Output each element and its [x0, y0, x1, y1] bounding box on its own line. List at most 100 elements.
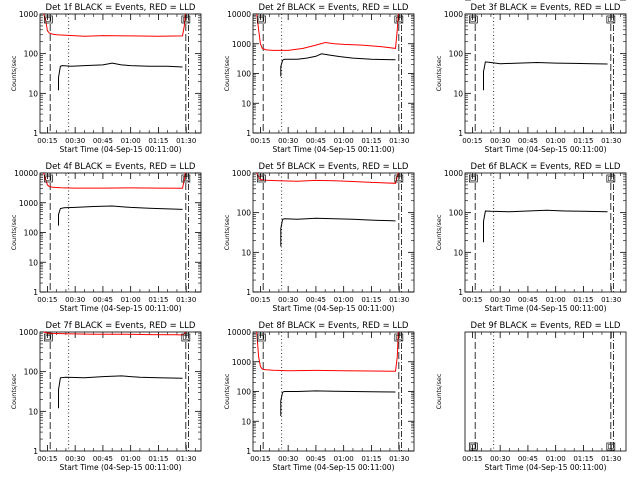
- event-marker-start: [45, 176, 52, 181]
- series-lld-line: [43, 172, 186, 189]
- event-marker-end: [183, 335, 189, 340]
- y-tick-label: 100: [449, 50, 464, 59]
- plot-frame: [464, 331, 627, 452]
- x-tick-label: 00:30: [490, 137, 510, 145]
- x-tick-label: 00:45: [518, 137, 538, 145]
- x-tick-label: 01:00: [334, 137, 354, 145]
- series-lld-line: [256, 13, 399, 51]
- x-tick-label: 01:00: [546, 296, 566, 304]
- plot-frame: [464, 172, 627, 293]
- x-tick-label: 00:15: [250, 455, 270, 463]
- x-tick-label: 01:00: [334, 455, 354, 463]
- x-axis-label: Start Time (04-Sep-15 00:11:00): [60, 463, 182, 472]
- plot-frame: [39, 331, 202, 452]
- x-tick-label: 01:00: [334, 296, 354, 304]
- y-tick-label: 10: [28, 89, 38, 98]
- y-tick-label: 1000: [19, 199, 38, 208]
- y-tick-label: 10: [453, 248, 463, 257]
- panel-title: Det 6f BLACK = Events, RED = LLD: [471, 162, 621, 172]
- chart-panel-9: Det 9f BLACK = Events, RED = LLD10000:15…: [435, 0, 627, 472]
- event-marker-start: [468, 15, 478, 24]
- panel-title: Det 2f BLACK = Events, RED = LLD: [259, 3, 409, 13]
- series-lld-line: [256, 331, 399, 372]
- event-marker-end: [181, 174, 191, 183]
- x-tick-label: 00:45: [518, 296, 538, 304]
- plot-frame: [39, 172, 202, 293]
- y-axis-label: Counts/sec: [10, 214, 18, 250]
- event-marker-end: [606, 174, 616, 183]
- chart-panel-1: Det 1f BLACK = Events, RED = LLD 1 10 100 10…: [10, 3, 202, 154]
- x-tick-label: 00:30: [490, 296, 510, 304]
- chart-panel-3: Det 3f BLACK = Events, RED = LLD11010010…: [435, 3, 627, 154]
- event-marker-start: [45, 17, 52, 22]
- x-axis-label: Start Time (04-Sep-15 00:11:00): [273, 463, 395, 472]
- y-tick-label: 10: [450, 0, 459, 2]
- chart-panel-6: Det 6f BLACK = Events, RED = LLD 1 10 100 10…: [435, 162, 627, 313]
- event-marker-start: [43, 333, 53, 342]
- y-tick-label: 1: [246, 447, 251, 456]
- event-marker-start: [258, 17, 265, 22]
- event-marker-start: [468, 174, 478, 183]
- x-tick-label: 01:30: [389, 296, 409, 304]
- y-tick-label: 1000: [444, 10, 463, 19]
- x-tick-label: 00:15: [462, 455, 482, 463]
- y-tick-label: 1000: [232, 358, 251, 367]
- x-tick-label: 01:30: [601, 296, 621, 304]
- x-tick-label: 00:15: [462, 137, 482, 145]
- x-tick-label: 01:15: [361, 455, 381, 463]
- chart-panel-7: Det 7f BLACK = Events, RED = LLD 1 10 100 10…: [10, 321, 202, 472]
- x-tick-label: 00:45: [93, 137, 113, 145]
- x-tick-label: 01:00: [546, 137, 566, 145]
- plot-frame: [252, 13, 415, 134]
- y-tick-label: 100: [24, 229, 39, 238]
- x-tick-label: 00:15: [462, 296, 482, 304]
- x-tick-label: 01:15: [148, 137, 168, 145]
- panel-title: Det 9f BLACK = Events, RED = LLD: [471, 321, 621, 331]
- panel-title: Det 3f BLACK = Events, RED = LLD: [471, 3, 621, 13]
- chart-panel-5: Det 5f BLACK = Events, RED = LLD 1 10 100 10…: [223, 162, 415, 313]
- y-tick-label: 1: [33, 447, 38, 456]
- panel-title: Det 4f BLACK = Events, RED = LLD: [46, 162, 196, 172]
- plot-frame: [39, 13, 202, 134]
- event-marker-start: [43, 174, 53, 183]
- series-events-line: [483, 209, 608, 243]
- event-marker-end: [606, 15, 616, 24]
- y-tick-label: 1000: [232, 40, 251, 49]
- x-tick-label: 00:45: [518, 455, 538, 463]
- y-axis-label: Counts/sec: [223, 373, 231, 409]
- x-tick-label: 01:30: [601, 137, 621, 145]
- x-tick-label: 00:30: [278, 137, 298, 145]
- series-events-line: [58, 62, 183, 91]
- x-tick-label: 01:15: [148, 455, 168, 463]
- x-axis-label: Start Time (04-Sep-15 00:11:00): [273, 145, 395, 154]
- x-tick-label: 01:30: [176, 455, 196, 463]
- x-tick-label: 01:00: [121, 455, 141, 463]
- y-tick-label: 10: [28, 407, 38, 416]
- y-tick-label: 1000: [19, 10, 38, 19]
- x-tick-label: 00:15: [250, 296, 270, 304]
- x-tick-label: 01:00: [121, 137, 141, 145]
- event-marker-start: [470, 176, 477, 181]
- event-marker-end: [608, 444, 614, 449]
- y-axis-label: Counts/sec: [435, 373, 443, 409]
- event-marker-start: [256, 333, 266, 342]
- y-tick-exponent: 0: [460, 0, 463, 2]
- plot-frame: [252, 172, 415, 293]
- series-events-line: [280, 217, 396, 247]
- y-axis-label: Counts/sec: [223, 55, 231, 91]
- y-tick-label: 10000: [227, 328, 251, 337]
- y-tick-label: 10: [453, 89, 463, 98]
- y-axis-label: Counts/sec: [10, 373, 18, 409]
- series-lld-line: [256, 172, 399, 184]
- x-tick-label: 00:45: [306, 455, 326, 463]
- series-lld-line: [43, 13, 186, 37]
- series-events-line: [58, 205, 183, 226]
- x-tick-label: 01:30: [389, 455, 409, 463]
- chart-panel-2: Det 2f BLACK = Events, RED = LLD 1 10 100 10…: [223, 3, 415, 154]
- event-marker-end: [183, 176, 189, 181]
- y-axis-label: Counts/sec: [435, 55, 443, 91]
- y-tick-label: 1000: [19, 328, 38, 337]
- x-tick-label: 00:15: [37, 296, 57, 304]
- x-tick-label: 00:15: [250, 137, 270, 145]
